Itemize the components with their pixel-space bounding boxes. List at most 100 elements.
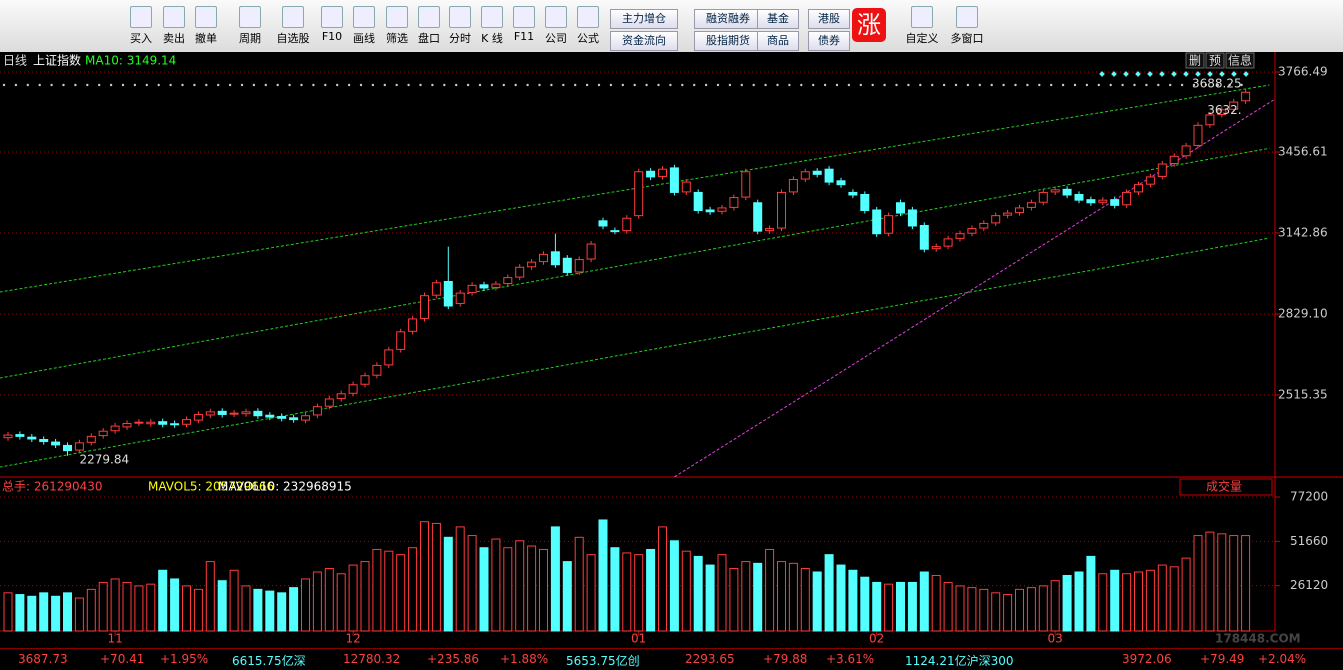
candle-body (146, 421, 156, 425)
volume-selector-label[interactable]: 成交量 (1206, 479, 1242, 494)
volume-bar (884, 583, 894, 632)
y-tick-label: 3142.86 (1278, 225, 1328, 239)
menu-button[interactable]: 融资融券 (694, 9, 762, 29)
volume-bar (170, 578, 180, 632)
marker-dot (526, 83, 529, 87)
x-tick-label: 12 (345, 632, 360, 646)
candle-body (658, 168, 667, 177)
candle-body (1205, 114, 1215, 126)
menu-button[interactable]: 港股 (808, 9, 850, 29)
volume-bar (431, 522, 441, 632)
y-tick-label: 51660 (1290, 534, 1328, 548)
toolbar-button[interactable]: 公司 (539, 4, 573, 50)
toolbar-button[interactable]: 撤单 (189, 4, 223, 50)
toolbar-button[interactable]: F11 (507, 4, 541, 50)
candle-body (170, 423, 180, 426)
volume-bar (1134, 571, 1143, 632)
volume-bar (420, 521, 429, 632)
marker-dot (693, 83, 696, 87)
menu-button[interactable]: 商品 (757, 31, 799, 51)
marker-dot (954, 83, 958, 87)
toolbar-button[interactable]: 卖出 (157, 4, 191, 50)
candle-body (836, 180, 846, 186)
volume-bar (182, 585, 191, 632)
icon (545, 6, 567, 28)
marker-dot (288, 83, 291, 87)
toolbar-button[interactable]: 公式 (571, 4, 605, 50)
panel-tab-label[interactable]: 预 (1209, 54, 1221, 68)
volume-bar (229, 569, 239, 632)
volume-bar (146, 583, 156, 632)
marker-dot (907, 83, 910, 87)
volume-bar (1181, 557, 1191, 632)
candle-body (420, 295, 429, 319)
volume-bar (896, 581, 905, 632)
panel-tab[interactable] (1205, 52, 1225, 69)
volume-bar (86, 588, 96, 632)
candle-body (943, 238, 953, 247)
badge[interactable]: 涨 (852, 8, 886, 42)
candle-body (27, 436, 37, 440)
icon (513, 6, 535, 28)
menu-button[interactable]: 基金 (757, 9, 799, 29)
menu-button[interactable]: 股指期货 (694, 31, 762, 51)
toolbar-button[interactable]: F10 (315, 4, 349, 50)
volume-bar (658, 526, 667, 632)
volume-bar (348, 564, 358, 632)
volume-bar (777, 561, 786, 632)
volume-bar (955, 585, 965, 632)
candle-body (360, 375, 370, 385)
ma-label: MA10: 3149.14 (85, 54, 176, 68)
trendline (0, 237, 1270, 468)
menu-button[interactable]: 资金流向 (610, 31, 678, 51)
toolbar-button[interactable]: 画线 (347, 4, 381, 50)
toolbar: 涨 买入 卖出 撤单 周期 自选股 F10 画线 筛选 盘口 分时 K 线 F11 公司 公式 自定义 多窗口… (0, 0, 1343, 53)
volume-selector[interactable] (1179, 478, 1273, 496)
status-item: +70.41 (100, 652, 145, 666)
volume-bar (51, 595, 61, 632)
panel-tab[interactable] (1185, 52, 1205, 69)
toolbar-button[interactable]: 多窗口 (950, 4, 984, 50)
panel-tab-label[interactable]: 信息 (1228, 53, 1252, 68)
toolbar-button[interactable]: 周期 (233, 4, 267, 50)
marker-diamond (1135, 71, 1141, 77)
toolbar-button[interactable]: 分时 (443, 4, 477, 50)
candle-body (1003, 212, 1013, 216)
toolbar-button[interactable]: K 线 (475, 4, 509, 50)
volume-bar (98, 581, 108, 632)
toolbar-button[interactable]: 自定义 (905, 4, 939, 50)
volume-bar (943, 581, 953, 632)
marker-dot (98, 83, 101, 87)
status-item: +1.88% (500, 652, 549, 666)
marker-dot (228, 83, 232, 87)
candle-body (51, 441, 61, 446)
candle-body (1110, 199, 1120, 206)
marker-diamond (1111, 71, 1117, 77)
candle-body (646, 170, 656, 178)
toolbar-button[interactable]: 筛选 (380, 4, 414, 50)
marker-dot (50, 83, 53, 87)
mavol5: MAVOL5: 205729666 (148, 480, 274, 494)
marker-diamond (1171, 71, 1177, 77)
button-label: 自选股 (276, 32, 310, 45)
toolbar-button[interactable]: 盘口 (412, 4, 446, 50)
panel-tab[interactable] (1225, 52, 1255, 69)
candle-body (1098, 199, 1108, 203)
trendlines (0, 84, 1275, 477)
marker-dot (681, 83, 684, 87)
panel-tab-label[interactable]: 删 (1189, 54, 1201, 68)
toolbar-button[interactable]: 自选股 (276, 4, 310, 50)
menu-button[interactable]: 主力增仓 (610, 9, 678, 29)
volume-bar (824, 554, 834, 632)
volume-bar (27, 595, 37, 632)
marker-dot (550, 83, 553, 87)
toolbar-button[interactable]: 买入 (124, 4, 158, 50)
marker-dot (812, 83, 815, 87)
volume-bar (1193, 535, 1203, 632)
volume-bar (1003, 594, 1013, 632)
marker-dot (895, 83, 898, 87)
volume-bar (372, 548, 382, 632)
menu-button[interactable]: 债券 (808, 31, 850, 51)
marker-dot (145, 83, 148, 87)
volume-bar (467, 535, 477, 632)
